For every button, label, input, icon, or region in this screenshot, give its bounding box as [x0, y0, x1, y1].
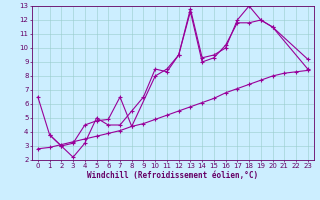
- X-axis label: Windchill (Refroidissement éolien,°C): Windchill (Refroidissement éolien,°C): [87, 171, 258, 180]
